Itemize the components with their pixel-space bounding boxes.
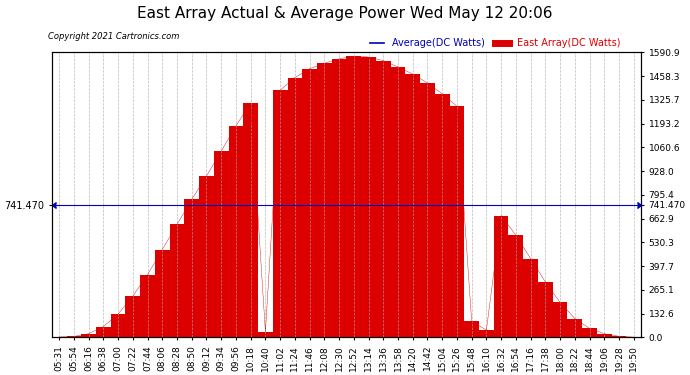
Text: Copyright 2021 Cartronics.com: Copyright 2021 Cartronics.com xyxy=(48,32,179,41)
Legend: Average(DC Watts), East Array(DC Watts): Average(DC Watts), East Array(DC Watts) xyxy=(366,34,624,52)
Text: East Array Actual & Average Power Wed May 12 20:06: East Array Actual & Average Power Wed Ma… xyxy=(137,6,553,21)
